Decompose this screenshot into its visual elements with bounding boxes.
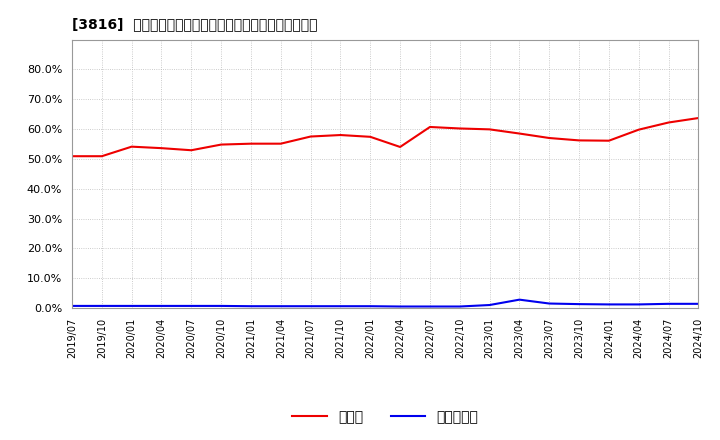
現預金 <box>306 134 315 139</box>
有利子負債 <box>634 302 643 307</box>
現預金 <box>157 146 166 151</box>
現預金 <box>545 136 554 141</box>
有利子負債 <box>426 304 434 309</box>
有利子負債 <box>187 303 196 308</box>
現預金 <box>694 115 703 121</box>
現預金 <box>217 142 225 147</box>
有利子負債 <box>68 303 76 308</box>
有利子負債 <box>515 297 523 302</box>
Text: [3816]  現預金、有利子負債の総資産に対する比率の推移: [3816] 現預金、有利子負債の総資産に対する比率の推移 <box>72 18 318 32</box>
有利子負債 <box>127 303 136 308</box>
現預金 <box>426 125 434 130</box>
現預金 <box>634 127 643 132</box>
有利子負債 <box>157 303 166 308</box>
現預金 <box>187 147 196 153</box>
現預金 <box>68 154 76 159</box>
Line: 現預金: 現預金 <box>72 118 698 156</box>
Line: 有利子負債: 有利子負債 <box>72 300 698 307</box>
有利子負債 <box>97 303 106 308</box>
有利子負債 <box>306 304 315 309</box>
現預金 <box>605 138 613 143</box>
Legend: 現預金, 有利子負債: 現預金, 有利子負債 <box>287 405 484 430</box>
有利子負債 <box>545 301 554 306</box>
有利子負債 <box>694 301 703 307</box>
現預金 <box>665 120 673 125</box>
有利子負債 <box>396 304 405 309</box>
有利子負債 <box>575 301 583 307</box>
有利子負債 <box>336 304 345 309</box>
現預金 <box>127 144 136 149</box>
有利子負債 <box>217 303 225 308</box>
有利子負債 <box>485 302 494 308</box>
有利子負債 <box>247 304 256 309</box>
有利子負債 <box>366 304 374 309</box>
有利子負債 <box>605 302 613 307</box>
現預金 <box>247 141 256 147</box>
現預金 <box>366 134 374 139</box>
現預金 <box>97 154 106 159</box>
現預金 <box>485 127 494 132</box>
現預金 <box>515 131 523 136</box>
現預金 <box>396 144 405 150</box>
有利子負債 <box>665 301 673 307</box>
現預金 <box>336 132 345 138</box>
有利子負債 <box>276 304 285 309</box>
現預金 <box>276 141 285 147</box>
有利子負債 <box>456 304 464 309</box>
現預金 <box>575 138 583 143</box>
現預金 <box>456 126 464 131</box>
